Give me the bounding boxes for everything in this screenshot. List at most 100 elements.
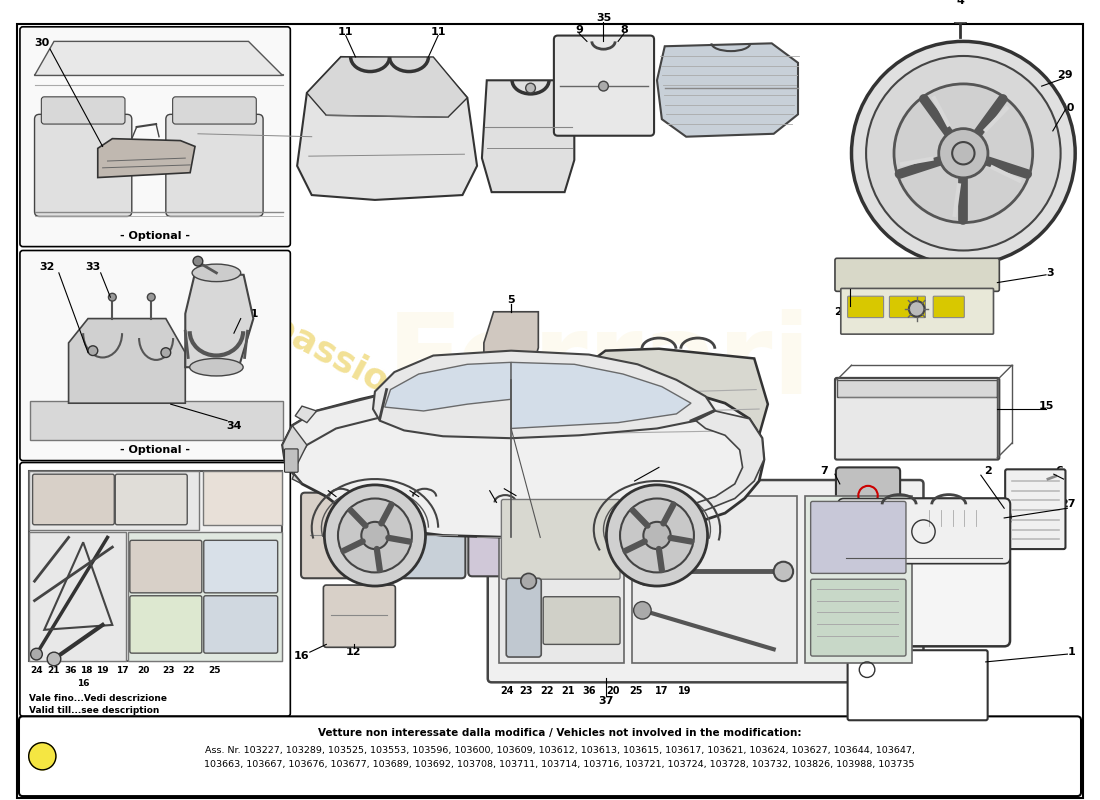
Text: 21: 21: [47, 666, 60, 675]
Text: 12: 12: [345, 647, 361, 657]
Circle shape: [644, 522, 671, 549]
FancyBboxPatch shape: [848, 296, 883, 318]
Text: 16: 16: [77, 678, 89, 688]
FancyBboxPatch shape: [30, 402, 283, 440]
FancyBboxPatch shape: [835, 378, 999, 459]
Text: Ass. Nr. 103227, 103289, 103525, 103553, 103596, 103600, 103609, 103612, 103613,: Ass. Nr. 103227, 103289, 103525, 103553,…: [205, 746, 915, 755]
FancyBboxPatch shape: [20, 27, 290, 246]
Text: 37: 37: [598, 696, 614, 706]
Text: passion for performance: passion for performance: [263, 308, 720, 573]
FancyBboxPatch shape: [487, 480, 924, 682]
Polygon shape: [283, 380, 512, 459]
Polygon shape: [185, 273, 253, 367]
FancyBboxPatch shape: [166, 114, 263, 217]
Text: 8: 8: [620, 25, 628, 34]
Text: 36: 36: [582, 686, 596, 696]
Text: 14: 14: [314, 482, 329, 492]
Text: Valid till...see description: Valid till...see description: [29, 706, 160, 715]
Text: 32: 32: [40, 262, 55, 272]
Text: 22: 22: [182, 666, 195, 675]
FancyBboxPatch shape: [554, 35, 654, 136]
FancyBboxPatch shape: [29, 471, 199, 530]
Circle shape: [324, 485, 426, 586]
FancyBboxPatch shape: [285, 449, 298, 472]
Circle shape: [634, 558, 661, 585]
FancyBboxPatch shape: [173, 97, 256, 124]
FancyBboxPatch shape: [385, 493, 465, 578]
FancyBboxPatch shape: [29, 471, 282, 661]
Text: 24: 24: [500, 686, 514, 696]
FancyBboxPatch shape: [805, 495, 912, 663]
Polygon shape: [484, 312, 538, 380]
Text: 18: 18: [80, 666, 92, 675]
Text: - Optional -: - Optional -: [120, 231, 190, 241]
Polygon shape: [373, 350, 715, 438]
Circle shape: [88, 346, 98, 355]
Text: 19: 19: [678, 686, 691, 696]
Circle shape: [866, 56, 1060, 250]
Polygon shape: [512, 362, 691, 429]
Text: - Optional -: - Optional -: [120, 445, 190, 455]
FancyBboxPatch shape: [933, 296, 965, 318]
FancyBboxPatch shape: [499, 495, 624, 663]
Circle shape: [526, 83, 536, 93]
Circle shape: [894, 84, 1033, 222]
Circle shape: [953, 142, 975, 165]
Polygon shape: [68, 318, 185, 403]
Text: ♞: ♞: [916, 522, 931, 541]
FancyBboxPatch shape: [204, 540, 277, 593]
FancyBboxPatch shape: [848, 650, 988, 720]
Text: 10: 10: [1059, 102, 1075, 113]
FancyBboxPatch shape: [506, 578, 541, 657]
FancyBboxPatch shape: [631, 495, 798, 663]
FancyBboxPatch shape: [20, 250, 290, 461]
Text: 16: 16: [484, 480, 499, 490]
FancyBboxPatch shape: [840, 289, 993, 334]
Text: 4: 4: [957, 0, 965, 6]
Circle shape: [47, 652, 60, 666]
FancyBboxPatch shape: [838, 498, 1010, 564]
Text: 28: 28: [834, 306, 849, 317]
Polygon shape: [647, 411, 764, 523]
Text: 36: 36: [64, 666, 77, 675]
Text: 33: 33: [86, 262, 100, 272]
FancyBboxPatch shape: [502, 499, 620, 579]
FancyBboxPatch shape: [543, 597, 620, 644]
Text: 27: 27: [1059, 499, 1075, 510]
Text: 23: 23: [519, 686, 532, 696]
Circle shape: [194, 256, 202, 266]
FancyBboxPatch shape: [19, 716, 1081, 796]
Circle shape: [620, 498, 694, 573]
Text: A: A: [37, 750, 47, 763]
Ellipse shape: [998, 508, 1011, 528]
Text: 35: 35: [596, 13, 612, 23]
FancyBboxPatch shape: [838, 498, 1010, 646]
Circle shape: [606, 485, 707, 586]
Text: 15: 15: [1038, 401, 1054, 411]
Text: 24: 24: [30, 666, 43, 675]
Polygon shape: [98, 138, 195, 178]
Text: 1: 1: [1067, 647, 1075, 657]
FancyBboxPatch shape: [837, 380, 998, 398]
Polygon shape: [482, 80, 574, 192]
FancyBboxPatch shape: [130, 540, 201, 593]
Circle shape: [598, 82, 608, 91]
Text: Ferrari: Ferrari: [653, 409, 713, 429]
Polygon shape: [297, 57, 477, 200]
Text: 11: 11: [430, 26, 446, 37]
Text: 11: 11: [338, 26, 353, 37]
Text: Ferrari: Ferrari: [60, 477, 87, 483]
Circle shape: [161, 348, 170, 358]
Ellipse shape: [192, 264, 241, 282]
FancyBboxPatch shape: [323, 585, 395, 647]
Text: 26: 26: [627, 480, 642, 490]
Circle shape: [361, 522, 388, 549]
FancyBboxPatch shape: [20, 462, 290, 716]
Text: 16: 16: [294, 651, 310, 661]
FancyBboxPatch shape: [128, 531, 282, 661]
FancyBboxPatch shape: [202, 471, 282, 525]
Text: 2: 2: [983, 466, 991, 476]
Text: Vale fino...Vedi descrizione: Vale fino...Vedi descrizione: [29, 694, 167, 703]
FancyBboxPatch shape: [33, 474, 114, 525]
Text: 3: 3: [1046, 268, 1054, 278]
